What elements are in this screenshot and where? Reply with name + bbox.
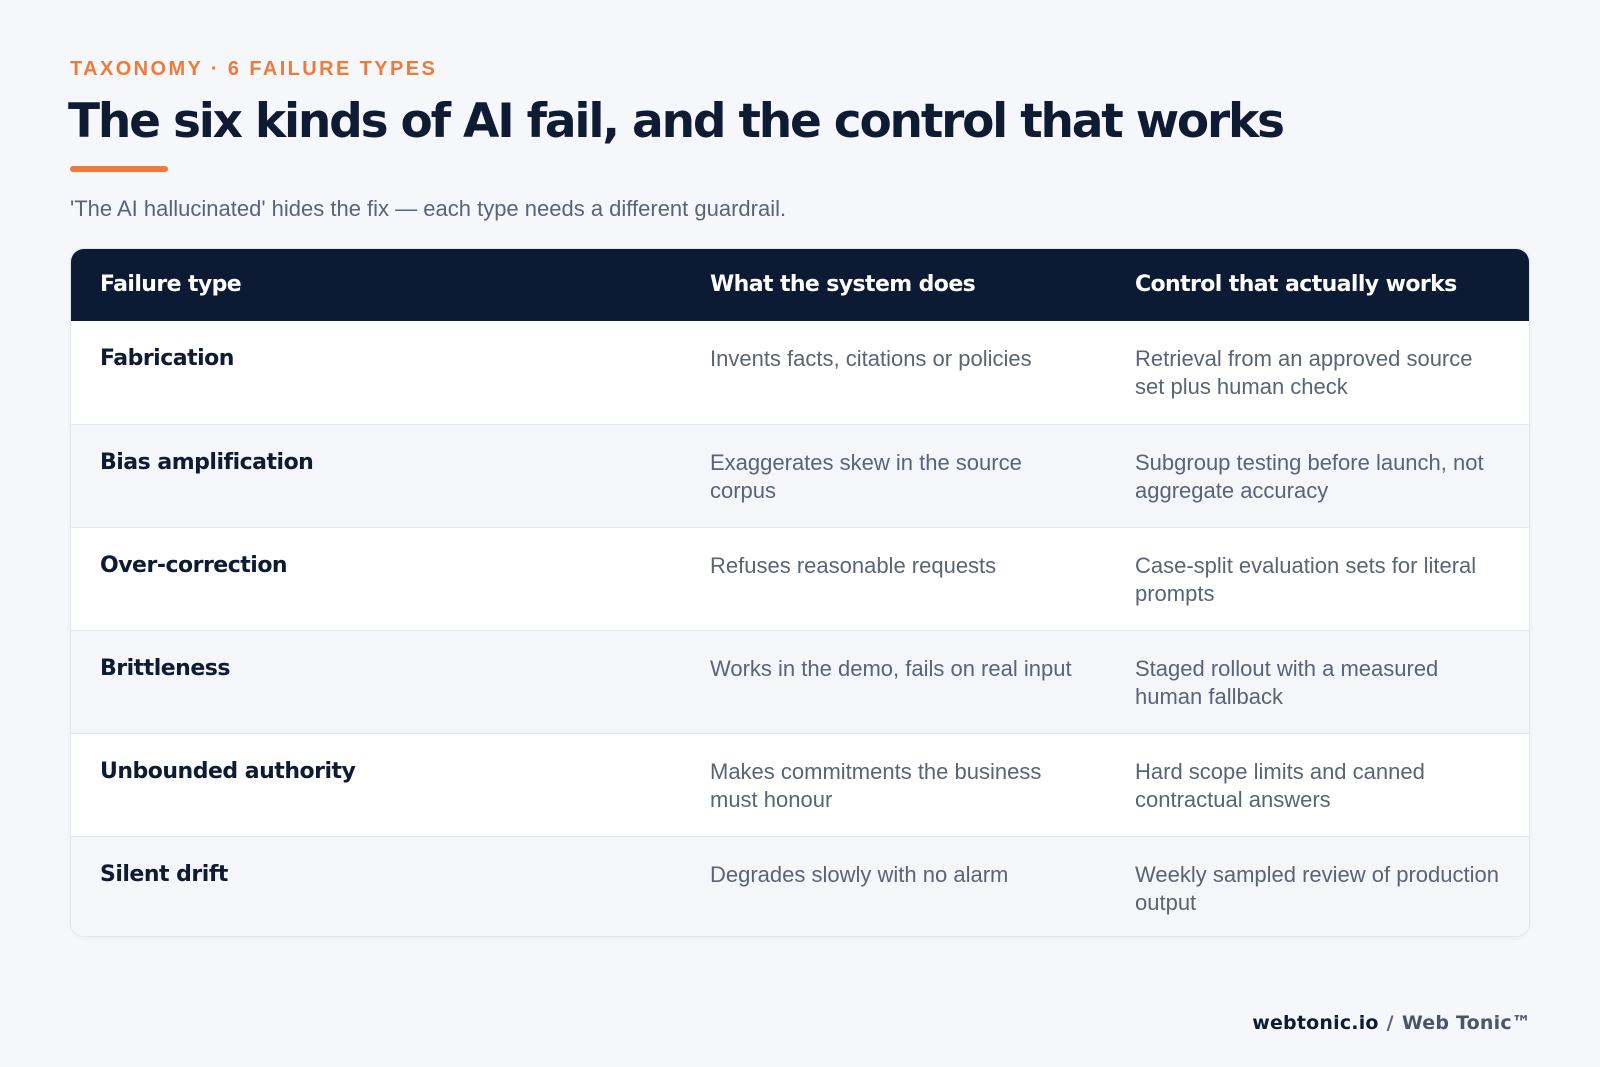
control-cell: Subgroup testing before launch, not aggr… bbox=[1135, 450, 1484, 503]
system-behavior-cell: Invents facts, citations or policies bbox=[710, 346, 1032, 371]
title-accent-bar bbox=[70, 166, 168, 172]
table-row: Unbounded authority Makes commitments th… bbox=[71, 733, 1529, 836]
control-cell: Retrieval from an approved source set pl… bbox=[1135, 346, 1473, 399]
eyebrow-label: TAXONOMY · 6 FAILURE TYPES bbox=[70, 58, 438, 80]
failure-type-cell: Fabrication bbox=[100, 346, 234, 371]
table-header: Failure type What the system does Contro… bbox=[71, 249, 1529, 321]
failure-type-cell: Silent drift bbox=[100, 862, 228, 887]
failure-type-cell: Brittleness bbox=[100, 656, 230, 681]
table-body: Fabrication Invents facts, citations or … bbox=[71, 321, 1529, 936]
column-header-what-system-does: What the system does bbox=[710, 272, 976, 297]
table-row: Brittleness Works in the demo, fails on … bbox=[71, 630, 1529, 733]
column-header-control: Control that actually works bbox=[1135, 272, 1457, 297]
failure-type-cell: Bias amplification bbox=[100, 450, 314, 475]
table-row: Silent drift Degrades slowly with no ala… bbox=[71, 836, 1529, 936]
system-behavior-cell: Makes commitments the business must hono… bbox=[710, 759, 1042, 812]
failure-type-cell: Over-correction bbox=[100, 553, 288, 578]
table-row: Over-correction Refuses reasonable reque… bbox=[71, 527, 1529, 630]
column-header-failure-type: Failure type bbox=[100, 272, 242, 297]
footer-credit: webtonic.io / Web Tonic™ bbox=[1252, 1012, 1531, 1034]
control-cell: Hard scope limits and canned contractual… bbox=[1135, 759, 1425, 812]
page-subtitle: 'The AI hallucinated' hides the fix — ea… bbox=[70, 196, 787, 221]
table-row: Fabrication Invents facts, citations or … bbox=[71, 321, 1529, 424]
failure-type-cell: Unbounded authority bbox=[100, 759, 356, 784]
system-behavior-cell: Exaggerates skew in the source corpus bbox=[710, 450, 1022, 503]
footer-site-link[interactable]: webtonic.io bbox=[1252, 1012, 1379, 1034]
failure-table: Failure type What the system does Contro… bbox=[70, 248, 1530, 937]
system-behavior-cell: Works in the demo, fails on real input bbox=[710, 656, 1072, 681]
table-row: Bias amplification Exaggerates skew in t… bbox=[71, 424, 1529, 527]
footer-separator: / bbox=[1386, 1012, 1394, 1034]
system-behavior-cell: Refuses reasonable requests bbox=[710, 553, 997, 578]
control-cell: Case-split evaluation sets for literal p… bbox=[1135, 553, 1477, 606]
footer-brand: Web Tonic™ bbox=[1401, 1012, 1531, 1034]
page-title: The six kinds of AI fail, and the contro… bbox=[68, 94, 1285, 149]
control-cell: Weekly sampled review of production outp… bbox=[1135, 862, 1499, 915]
control-cell: Staged rollout with a measured human fal… bbox=[1135, 656, 1439, 709]
system-behavior-cell: Degrades slowly with no alarm bbox=[710, 862, 1009, 887]
